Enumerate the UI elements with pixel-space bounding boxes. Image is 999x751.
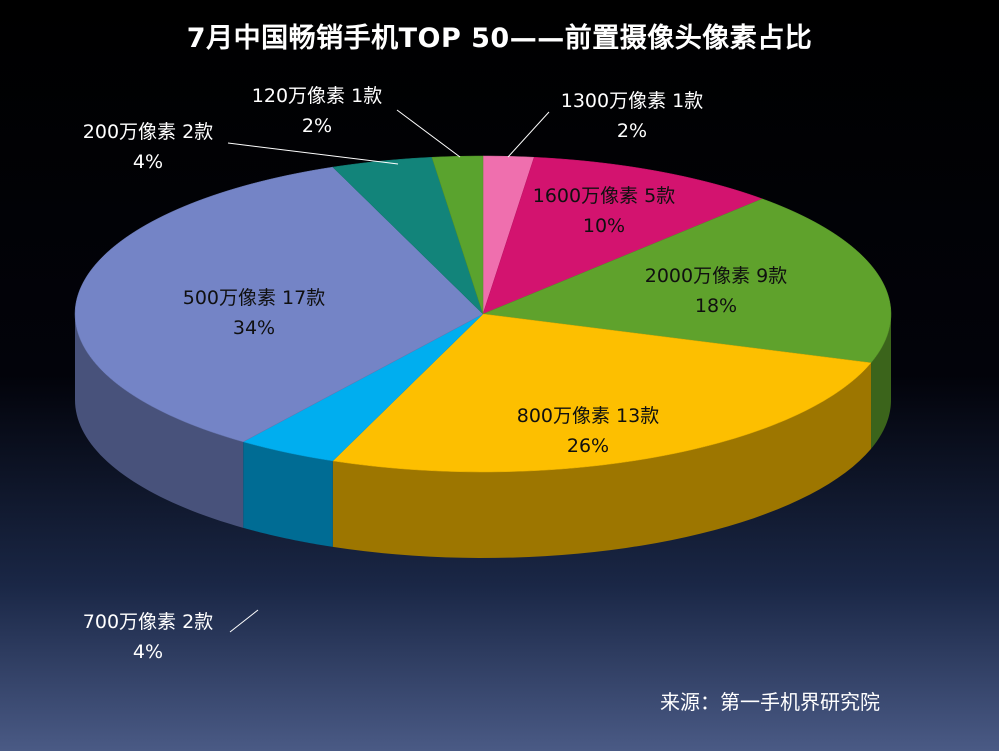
slice-percent-7: 2% — [302, 115, 332, 137]
pie-side-4 — [243, 441, 333, 547]
slice-percent-2: 18% — [695, 295, 737, 317]
slice-percent-6: 4% — [133, 151, 163, 173]
slice-percent-5: 34% — [233, 317, 275, 339]
slice-label-0: 1300万像素 1款 — [561, 90, 703, 112]
pie-top — [74, 155, 892, 473]
pie-slice-7 — [431, 155, 484, 315]
pie-side-2 — [871, 314, 891, 449]
pie-side-3 — [332, 362, 872, 558]
pie-slice-3 — [332, 313, 872, 473]
pie-labels: 1300万像素 1款 2% 1600万像素 5款 10% 2000万像素 9款 18% 80… — [83, 85, 787, 663]
slice-percent-1: 10% — [583, 215, 625, 237]
leader-line-4 — [229, 609, 259, 633]
slice-label-1: 1600万像素 5款 — [533, 185, 675, 207]
pie-slice-5 — [74, 166, 484, 443]
leader-line-7 — [396, 109, 461, 158]
pie-slice-4 — [242, 313, 484, 462]
slice-percent-0: 2% — [617, 120, 647, 142]
slice-label-6: 200万像素 2款 — [83, 121, 213, 143]
pie-slice-1 — [482, 156, 763, 315]
slice-percent-4: 4% — [133, 641, 163, 663]
pie-slice-6 — [332, 156, 484, 315]
slice-label-2: 2000万像素 9款 — [645, 265, 787, 287]
pie-side-5 — [75, 314, 244, 528]
source-note: 来源：第一手机界研究院 — [660, 690, 880, 714]
leader-line-0 — [507, 111, 550, 158]
slice-label-4: 700万像素 2款 — [83, 611, 213, 633]
chart-title: 7月中国畅销手机TOP 50——前置摄像头像素占比 — [186, 23, 813, 54]
slice-percent-3: 26% — [567, 435, 609, 457]
slice-label-7: 120万像素 1款 — [252, 85, 382, 107]
slice-label-3: 800万像素 13款 — [517, 405, 659, 427]
slice-label-5: 500万像素 17款 — [183, 287, 325, 309]
pie-slice-2 — [482, 198, 892, 364]
leader-line-6 — [227, 142, 399, 165]
pie-sides — [75, 314, 891, 558]
